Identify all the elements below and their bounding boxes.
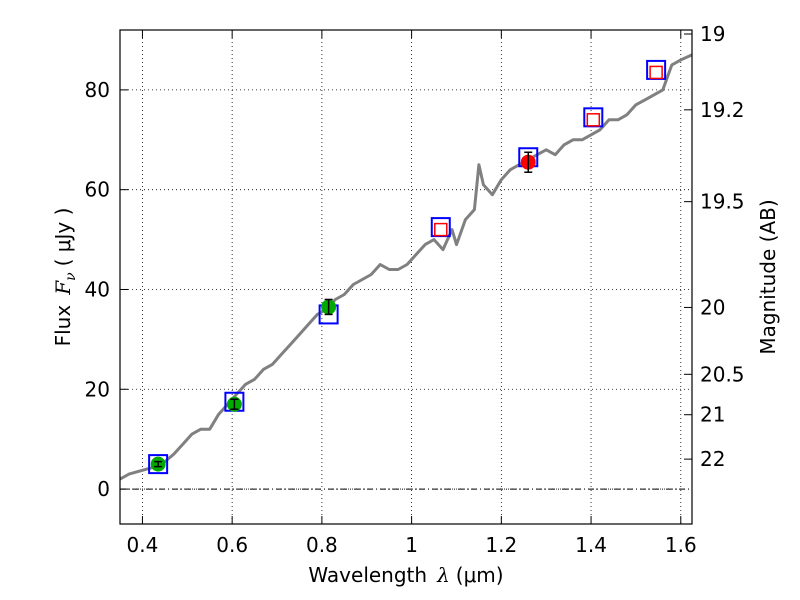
y2-tick-label: 21 [700, 403, 725, 427]
grid [120, 30, 692, 524]
y-tick-label: 40 [85, 277, 110, 301]
y-tick-label: 20 [85, 377, 110, 401]
plot-area [120, 53, 692, 490]
x-tick-label: 0.8 [306, 533, 338, 557]
x-tick-label: 1.2 [485, 533, 517, 557]
x-axis-label: Wavelength λ (μm) [308, 563, 503, 587]
y2-tick-label: 19.2 [700, 98, 745, 122]
tick-labels: 0.4 0.6 0.8 1 1.2 1.4 1.6 0 20 40 60 80 19 19.2 19.5 20… [85, 22, 745, 557]
y2-tick-label: 19 [700, 22, 725, 46]
y-tick-label: 0 [97, 477, 110, 501]
y-tick-label: 60 [85, 178, 110, 202]
unmatched-flux-square [586, 113, 601, 127]
model-flux-square [148, 454, 169, 475]
y2-axis-label: Magnitude (AB) [756, 199, 780, 354]
y2-tick-label: 20.5 [700, 362, 745, 386]
plot-frame [119, 29, 693, 525]
x-tick-label: 0.4 [127, 533, 159, 557]
x-tick-label: 1.4 [575, 533, 607, 557]
y2-tick-label: 19.5 [700, 190, 745, 214]
y2-tick-label: 20 [700, 295, 725, 319]
y2-tick-label: 22 [700, 447, 725, 471]
unmatched-flux-square [434, 222, 448, 237]
axis-ticks [120, 30, 692, 524]
data-markers [148, 59, 667, 475]
x-tick-label: 1 [405, 533, 418, 557]
template-spectrum-line [120, 53, 692, 481]
x-tick-label: 0.6 [216, 533, 248, 557]
y-tick-label: 80 [85, 78, 110, 102]
unmatched-flux-square [649, 65, 663, 80]
y-axis-label: FluxFν( μJy ) [51, 208, 79, 347]
x-tick-label: 1.6 [665, 533, 697, 557]
